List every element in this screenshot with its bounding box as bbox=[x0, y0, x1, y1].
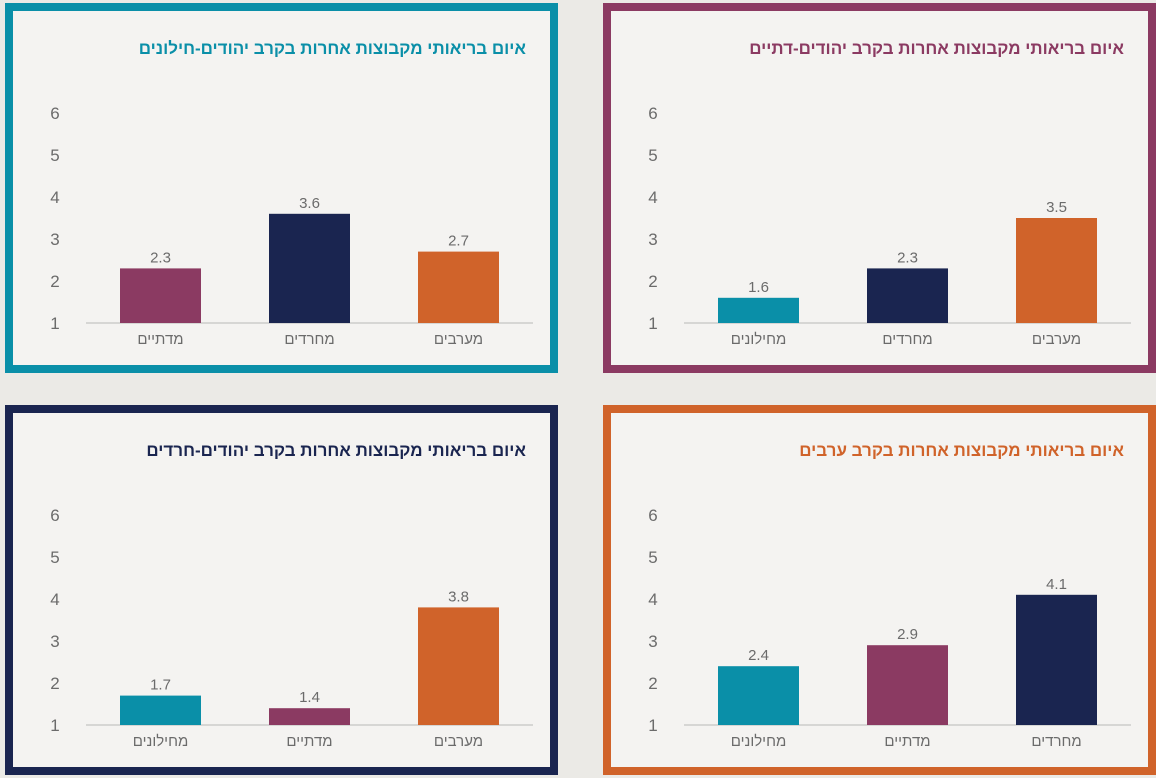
y-tick-label: 2 bbox=[648, 674, 657, 693]
y-tick-label: 3 bbox=[648, 632, 657, 651]
bar bbox=[269, 213, 350, 323]
y-tick-label: 4 bbox=[648, 188, 657, 207]
y-tick-label: 4 bbox=[50, 590, 59, 609]
bar bbox=[269, 708, 350, 725]
y-tick-label: 5 bbox=[648, 548, 657, 567]
bar-value-label: 3.6 bbox=[299, 195, 320, 212]
chart-title: איום בריאותי מקבוצות אחרות בקרב יהודים-ח… bbox=[138, 39, 526, 58]
bar-value-label: 1.4 bbox=[299, 689, 320, 706]
bar-value-label: 2.3 bbox=[897, 249, 918, 266]
category-label: מדתיים bbox=[137, 331, 183, 348]
category-label: מחרדים bbox=[284, 331, 334, 348]
y-tick-label: 3 bbox=[50, 632, 59, 651]
y-tick-label: 6 bbox=[648, 506, 657, 525]
chart-title: איום בריאותי מקבוצות אחרות בקרב יהודים-ח… bbox=[146, 441, 526, 460]
chart-panel-religious: איום בריאותי מקבוצות אחרות בקרב יהודים-ד… bbox=[603, 3, 1156, 373]
bar-value-label: 3.8 bbox=[448, 588, 469, 605]
category-label: מדתיים bbox=[884, 733, 930, 750]
y-tick-label: 5 bbox=[50, 548, 59, 567]
chart-title: איום בריאותי מקבוצות אחרות בקרב ערבים bbox=[799, 441, 1124, 460]
y-tick-label: 6 bbox=[50, 104, 59, 123]
y-tick-label: 3 bbox=[50, 230, 59, 249]
y-tick-label: 5 bbox=[648, 146, 657, 165]
y-tick-label: 6 bbox=[648, 104, 657, 123]
bar-value-label: 2.9 bbox=[897, 626, 918, 643]
category-label: מחילונים bbox=[731, 733, 787, 750]
y-tick-label: 1 bbox=[648, 716, 657, 735]
bar-chart: 1 2 3 4 5 6 2.3 מדתיים 3.6 מחרדים 2.7 מערבים bbox=[50, 104, 533, 348]
category-label: מערבים bbox=[434, 733, 483, 750]
bar bbox=[418, 607, 499, 725]
bar bbox=[718, 297, 799, 323]
bar-value-label: 2.7 bbox=[448, 233, 469, 250]
bar bbox=[1016, 594, 1097, 725]
y-tick-label: 1 bbox=[50, 716, 59, 735]
y-tick-label: 4 bbox=[50, 188, 59, 207]
bar bbox=[418, 251, 499, 323]
y-tick-label: 2 bbox=[50, 272, 59, 291]
y-tick-label: 1 bbox=[50, 314, 59, 333]
y-tick-label: 2 bbox=[50, 674, 59, 693]
bar-chart: 1 2 3 4 5 6 1.7 מחילונים 1.4 מדתיים 3.8 מערבים bbox=[50, 506, 533, 750]
y-tick-label: 6 bbox=[50, 506, 59, 525]
category-label: מדתיים bbox=[286, 733, 332, 750]
bar bbox=[120, 268, 201, 323]
chart-panel-arabs: איום בריאותי מקבוצות אחרות בקרב ערבים 1 2… bbox=[603, 405, 1156, 775]
bar bbox=[867, 645, 948, 725]
y-tick-label: 5 bbox=[50, 146, 59, 165]
bar bbox=[867, 268, 948, 323]
bar-value-label: 1.6 bbox=[748, 279, 769, 296]
bar-value-label: 4.1 bbox=[1046, 576, 1067, 593]
bar-value-label: 3.5 bbox=[1046, 199, 1067, 216]
bar-value-label: 1.7 bbox=[150, 677, 171, 694]
y-tick-label: 4 bbox=[648, 590, 657, 609]
y-tick-label: 3 bbox=[648, 230, 657, 249]
bar-chart: 1 2 3 4 5 6 2.4 מחילונים 2.9 מדתיים 4.1 מחרדים bbox=[648, 506, 1131, 750]
category-label: מחרדים bbox=[1031, 733, 1081, 750]
category-label: מחילונים bbox=[731, 331, 787, 348]
bar bbox=[1016, 218, 1097, 323]
category-label: מערבים bbox=[1032, 331, 1081, 348]
bar bbox=[718, 666, 799, 725]
category-label: מחרדים bbox=[882, 331, 932, 348]
bar-value-label: 2.3 bbox=[150, 249, 171, 266]
y-tick-label: 2 bbox=[648, 272, 657, 291]
bar-chart: 1 2 3 4 5 6 1.6 מחילונים 2.3 מחרדים 3.5 מערבים bbox=[648, 104, 1131, 348]
bar bbox=[120, 695, 201, 725]
category-label: מערבים bbox=[434, 331, 483, 348]
bar-value-label: 2.4 bbox=[748, 647, 769, 664]
chart-panel-haredi: איום בריאותי מקבוצות אחרות בקרב יהודים-ח… bbox=[5, 405, 558, 775]
chart-panel-secular: איום בריאותי מקבוצות אחרות בקרב יהודים-ח… bbox=[5, 3, 558, 373]
category-label: מחילונים bbox=[133, 733, 189, 750]
chart-title: איום בריאותי מקבוצות אחרות בקרב יהודים-ד… bbox=[749, 39, 1124, 58]
y-tick-label: 1 bbox=[648, 314, 657, 333]
